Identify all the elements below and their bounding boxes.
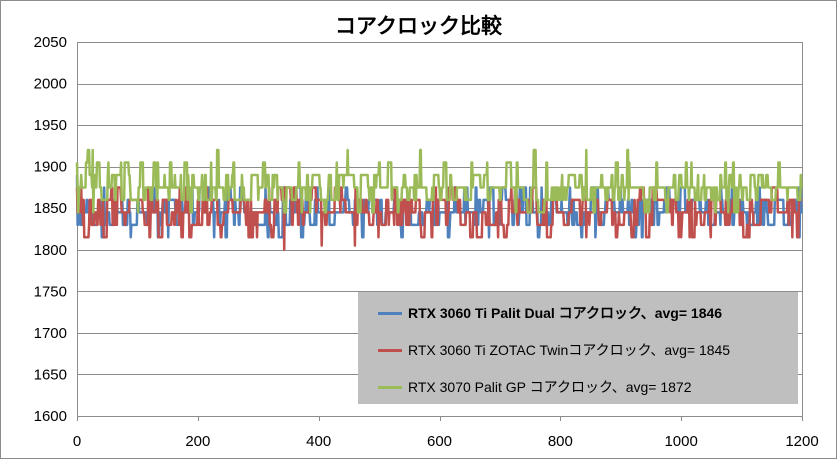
x-tick-label-200: 200 bbox=[185, 433, 210, 450]
y-tick-label-1900: 1900 bbox=[34, 159, 67, 176]
legend-item-palit-gp: RTX 3070 Palit GP コアクロック、avg= 1872 bbox=[358, 370, 798, 400]
legend-swatch-zotac-twin bbox=[378, 349, 402, 352]
y-tick-label-2000: 2000 bbox=[34, 76, 67, 93]
legend-swatch-palit-dual bbox=[378, 312, 402, 315]
y-tick-label-1800: 1800 bbox=[34, 242, 67, 259]
legend-label-palit-gp: RTX 3070 Palit GP コアクロック、avg= 1872 bbox=[408, 379, 692, 395]
y-tick-label-1600: 1600 bbox=[34, 408, 67, 425]
series-line-2 bbox=[75, 148, 803, 214]
legend-label-zotac-twin: RTX 3060 Ti ZOTAC Twinコアクロック、avg= 1845 bbox=[408, 342, 731, 358]
x-tick-label-400: 400 bbox=[306, 433, 331, 450]
y-tick-label-1700: 1700 bbox=[34, 325, 67, 342]
x-tick-label-0: 0 bbox=[73, 433, 81, 450]
y-tick-label-1950: 1950 bbox=[34, 117, 67, 134]
x-tick-label-600: 600 bbox=[427, 433, 452, 450]
y-tick-label-1650: 1650 bbox=[34, 366, 67, 383]
legend-label-palit-dual: RTX 3060 Ti Palit Dual コアクロック、avg= 1846 bbox=[408, 305, 723, 321]
x-tick-label-800: 800 bbox=[548, 433, 573, 450]
x-tick-label-1200: 1200 bbox=[785, 433, 818, 450]
y-tick-label-1850: 1850 bbox=[34, 200, 67, 217]
y-tick-label-2050: 2050 bbox=[34, 34, 67, 51]
legend-item-zotac-twin: RTX 3060 Ti ZOTAC Twinコアクロック、avg= 1845 bbox=[358, 333, 798, 363]
legend-item-palit-dual: RTX 3060 Ti Palit Dual コアクロック、avg= 1846 bbox=[358, 296, 798, 326]
y-tick-label-1750: 1750 bbox=[34, 283, 67, 300]
chart-title: コアクロック比較 bbox=[335, 14, 502, 38]
legend-swatch-palit-gp bbox=[378, 386, 402, 389]
x-tick-label-1000: 1000 bbox=[664, 433, 697, 450]
legend: RTX 3060 Ti Palit Dual コアクロック、avg= 1846 … bbox=[358, 292, 798, 404]
